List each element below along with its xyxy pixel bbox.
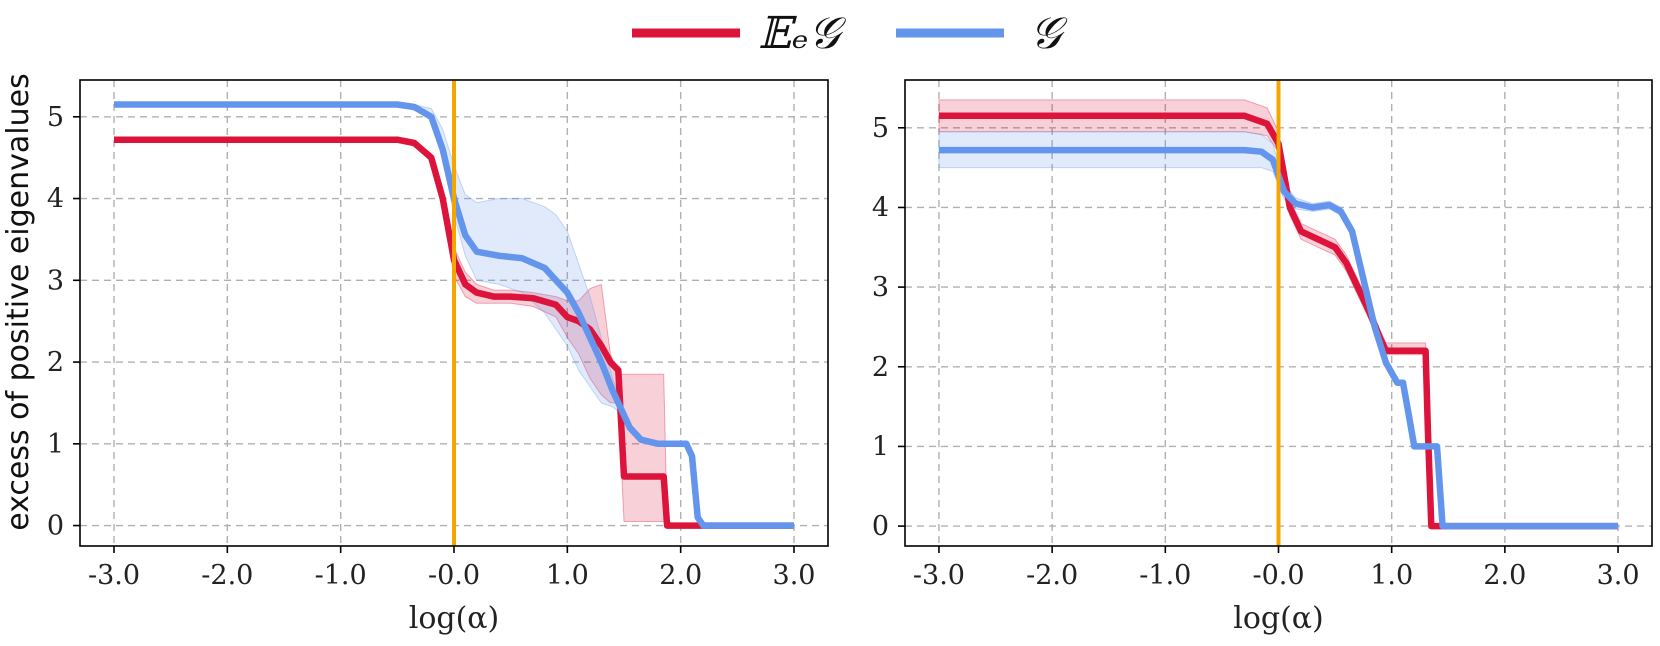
x-tick-label: -2.0 (201, 560, 253, 591)
x-tick-label: 1.0 (1370, 560, 1413, 591)
legend: 𝔼ₑ𝒢 𝒢 (632, 8, 1068, 59)
x-tick-label: 2.0 (1483, 560, 1526, 591)
y-tick-label: 1 (872, 431, 889, 462)
legend-label-g: 𝒢 (1030, 8, 1068, 59)
x-tick-label: -1.0 (315, 560, 367, 591)
x-tick-label: 2.0 (659, 560, 702, 591)
x-tick-label: -3.0 (913, 560, 965, 591)
line-series-0 (114, 136, 794, 529)
x-tick-label: -3.0 (88, 560, 140, 591)
y-tick-label: 3 (47, 265, 64, 296)
x-tick-label: 1.0 (546, 560, 589, 591)
y-tick-label: 0 (47, 511, 64, 542)
y-axis-title: excess of positive eigenvalues (1, 73, 36, 530)
y-tick-label: 2 (47, 347, 64, 378)
x-tick-label: 3.0 (773, 560, 816, 591)
y-tick-label: 5 (47, 102, 64, 133)
x-tick-label: -0.0 (428, 560, 480, 591)
y-tick-label: 5 (872, 113, 889, 144)
y-tick-label: 2 (872, 352, 889, 383)
legend-label-expected: 𝔼ₑ𝒢 (758, 8, 847, 59)
y-tick-label: 1 (47, 429, 64, 460)
y-tick-label: 4 (47, 184, 64, 215)
x-tick-label: -0.0 (1252, 560, 1304, 591)
y-tick-label: 4 (872, 192, 889, 223)
x-axis-title: log(α) (409, 601, 500, 636)
x-axis-title: log(α) (1233, 601, 1324, 636)
y-tick-label: 3 (872, 272, 889, 303)
x-tick-label: -2.0 (1026, 560, 1078, 591)
y-tick-label: 0 (872, 511, 889, 542)
x-tick-label: -1.0 (1139, 560, 1191, 591)
line-series-1 (114, 101, 794, 529)
right-panel: -3.0 -2.0 -1.0 -0.0 1.0 2.0 3.0 0 1 2 3 4 5 log(α) (872, 79, 1653, 636)
x-tick-label: 3.0 (1597, 560, 1640, 591)
left-panel: -3.0 -2.0 -1.0 -0.0 1.0 2.0 3.0 0 1 2 3 4 5 log(α) (47, 79, 829, 636)
